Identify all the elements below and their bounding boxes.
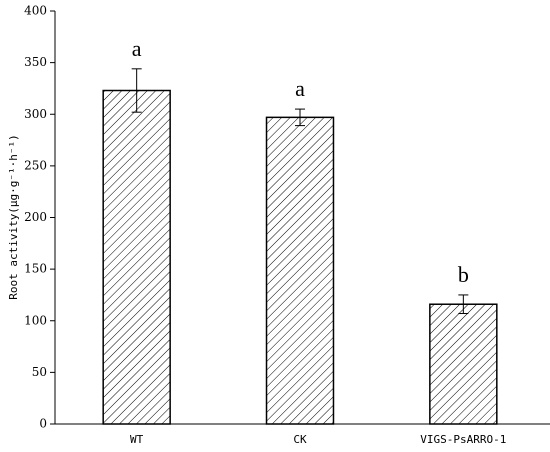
significance-letter: b: [458, 262, 469, 287]
y-tick-label: 300: [24, 107, 47, 121]
bar: [102, 89, 171, 425]
bar: [265, 116, 335, 425]
y-tick-label: 350: [24, 55, 47, 69]
bar: [429, 303, 498, 425]
y-tick-label: 200: [24, 210, 47, 224]
x-tick-label: WT: [130, 433, 144, 446]
y-axis-label: Root activity(μg·g⁻¹·h⁻¹): [7, 134, 20, 300]
y-tick-label: 250: [24, 158, 47, 172]
x-tick-label: CK: [293, 433, 307, 446]
significance-letter: a: [132, 36, 142, 61]
y-tick-label: 50: [32, 365, 47, 379]
y-tick-label: 400: [24, 4, 47, 18]
y-tick-label: 0: [39, 417, 47, 431]
y-tick-label: 100: [24, 313, 47, 327]
y-tick-label: 150: [24, 262, 47, 276]
x-tick-label: VIGS-PsARRO-1: [420, 433, 506, 446]
significance-letter: a: [295, 76, 305, 101]
